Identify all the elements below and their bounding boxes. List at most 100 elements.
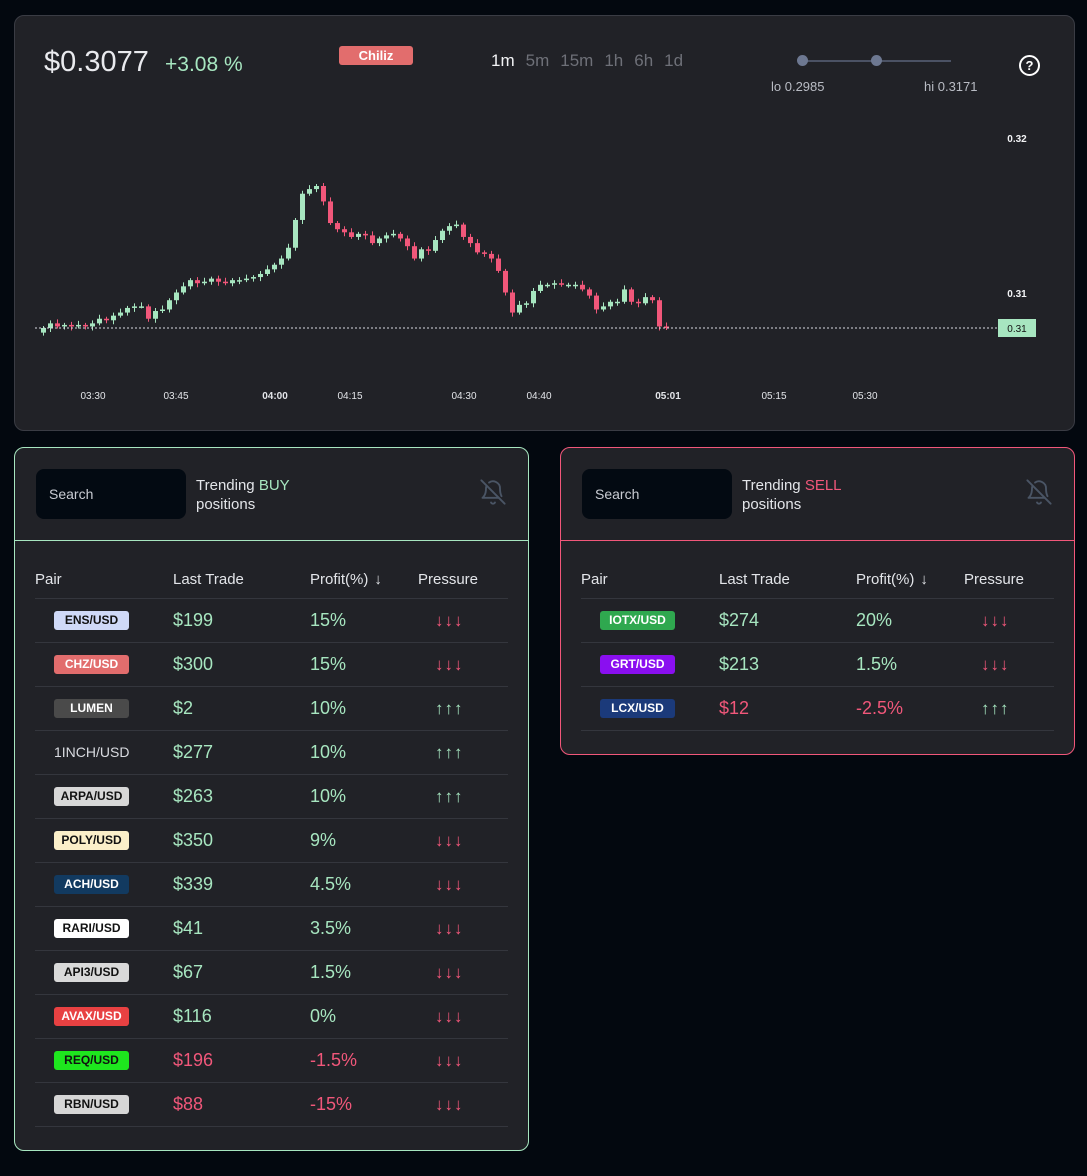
title-suffix: positions — [196, 496, 256, 513]
sell-panel-title: Trending SELL positions — [742, 476, 842, 514]
candle-body — [608, 301, 613, 307]
x-tick-label: 05:01 — [655, 391, 681, 402]
timeframe-1m[interactable]: 1m — [491, 51, 515, 70]
buy-search-input[interactable] — [36, 469, 186, 519]
last-trade-value: $350 — [173, 830, 214, 850]
buy-positions-table: Pair Last Trade Profit(%) ↓ Pressure ENS/USD $… — [35, 561, 508, 1127]
profit-value: 10% — [310, 786, 347, 806]
pressure-down-arrows-icon: ↓↓↓ — [435, 962, 464, 982]
pair-badge[interactable]: LUMEN — [54, 699, 129, 718]
timeframe-5m[interactable]: 5m — [525, 51, 550, 70]
timeframe-1h[interactable]: 1h — [604, 51, 624, 70]
column-header-pressure[interactable]: Pressure — [964, 571, 1025, 588]
bell-off-icon[interactable] — [479, 478, 507, 506]
column-header-lasttrade[interactable]: Last Trade — [719, 571, 790, 588]
bell-off-icon[interactable] — [1025, 478, 1053, 506]
candle-body — [370, 235, 375, 244]
buy-panel-title: Trending BUY positions — [196, 476, 290, 514]
table-row[interactable]: ENS/USD $199 15% ↓↓↓ — [35, 599, 508, 643]
table-row[interactable]: LCX/USD $12 -2.5% ↑↑↑ — [581, 687, 1054, 731]
title-prefix: Trending — [742, 477, 801, 494]
table-row[interactable]: LUMEN $2 10% ↑↑↑ — [35, 687, 508, 731]
candle-body — [146, 306, 151, 319]
candle-body — [167, 300, 172, 310]
timeframe-6h[interactable]: 6h — [634, 51, 654, 70]
pair-badge[interactable]: 1INCH/USD — [54, 743, 130, 760]
table-row[interactable]: GRT/USD $213 1.5% ↓↓↓ — [581, 643, 1054, 687]
sell-panel-header: Trending SELL positions — [561, 448, 1074, 541]
last-trade-value: $339 — [173, 874, 214, 894]
timeframe-1d[interactable]: 1d — [664, 51, 684, 70]
pair-badge[interactable]: RBN/USD — [54, 1095, 129, 1114]
candle-body — [531, 290, 536, 304]
pressure-up-arrows-icon: ↑↑↑ — [435, 786, 464, 806]
range-knob-low[interactable] — [797, 55, 808, 66]
candlestick-chart[interactable]: 0.31 0.32 0.31 03:30 03:45 04:00 04:15 04:30 04:… — [15, 16, 1076, 432]
pair-badge[interactable]: POLY/USD — [54, 831, 129, 850]
table-row[interactable]: RBN/USD $88 -15% ↓↓↓ — [35, 1083, 508, 1127]
pair-badge[interactable]: LCX/USD — [600, 699, 675, 718]
pair-badge[interactable]: REQ/USD — [54, 1051, 129, 1070]
title-suffix: positions — [742, 496, 802, 513]
sort-desc-icon[interactable]: ↓ — [920, 571, 928, 588]
profit-value: -2.5% — [856, 698, 904, 718]
profit-value: 3.5% — [310, 918, 352, 938]
table-header: Pair Last Trade Profit(%) ↓ Pressure — [581, 561, 1054, 599]
pair-badge[interactable]: CHZ/USD — [54, 655, 129, 674]
candle-body — [118, 312, 123, 316]
buy-panel-header: Trending BUY positions — [15, 448, 528, 541]
table-row[interactable]: POLY/USD $350 9% ↓↓↓ — [35, 819, 508, 863]
pressure-down-arrows-icon: ↓↓↓ — [435, 918, 464, 938]
profit-value: 9% — [310, 830, 337, 850]
column-header-pair[interactable]: Pair — [35, 571, 62, 588]
candle-body — [391, 233, 396, 236]
sell-search-input[interactable] — [582, 469, 732, 519]
column-header-pressure[interactable]: Pressure — [418, 571, 479, 588]
pair-badge[interactable]: AVAX/USD — [54, 1007, 129, 1026]
ticker-badge[interactable]: Chiliz — [339, 46, 413, 65]
timeframe-15m[interactable]: 15m — [560, 51, 594, 70]
pair-badge[interactable]: ENS/USD — [54, 611, 129, 630]
column-header-pair[interactable]: Pair — [581, 571, 608, 588]
candle-body — [272, 264, 277, 270]
profit-value: 10% — [310, 698, 347, 718]
candle-body — [433, 240, 438, 251]
range-knob-high[interactable] — [871, 55, 882, 66]
table-row[interactable]: 1INCH/USD $277 10% ↑↑↑ — [35, 731, 508, 775]
table-row[interactable]: ACH/USD $339 4.5% ↓↓↓ — [35, 863, 508, 907]
candle-body — [412, 246, 417, 259]
pair-badge[interactable]: IOTX/USD — [600, 611, 675, 630]
candle-body — [139, 306, 144, 308]
profit-value: 15% — [310, 610, 347, 630]
table-row[interactable]: REQ/USD $196 -1.5% ↓↓↓ — [35, 1039, 508, 1083]
range-slider[interactable] — [797, 55, 952, 66]
candle-body — [188, 280, 193, 287]
pair-badge[interactable]: ACH/USD — [54, 875, 129, 894]
candle-body — [251, 277, 256, 279]
candle-body — [552, 283, 557, 285]
table-row[interactable]: CHZ/USD $300 15% ↓↓↓ — [35, 643, 508, 687]
column-header-profit[interactable]: Profit(%) ↓ — [310, 571, 382, 588]
pair-badge[interactable]: ARPA/USD — [54, 787, 129, 806]
sort-desc-icon[interactable]: ↓ — [374, 571, 382, 588]
x-tick-label: 04:30 — [451, 391, 476, 402]
column-header-profit[interactable]: Profit(%) ↓ — [856, 571, 928, 588]
table-row[interactable]: ARPA/USD $263 10% ↑↑↑ — [35, 775, 508, 819]
pair-badge[interactable]: API3/USD — [54, 963, 129, 982]
candle-body — [279, 258, 284, 265]
pair-badge[interactable]: RARI/USD — [54, 919, 129, 938]
table-row[interactable]: IOTX/USD $274 20% ↓↓↓ — [581, 599, 1054, 643]
question-circle-icon[interactable]: ? — [1019, 55, 1040, 76]
table-row[interactable]: AVAX/USD $116 0% ↓↓↓ — [35, 995, 508, 1039]
candle-body — [160, 309, 165, 312]
pair-badge[interactable]: GRT/USD — [600, 655, 675, 674]
candle-body — [580, 284, 585, 290]
column-header-lasttrade[interactable]: Last Trade — [173, 571, 244, 588]
candle-body — [489, 253, 494, 259]
x-tick-label: 05:30 — [852, 391, 877, 402]
candle-body — [174, 292, 179, 301]
table-row[interactable]: API3/USD $67 1.5% ↓↓↓ — [35, 951, 508, 995]
table-row[interactable]: RARI/USD $41 3.5% ↓↓↓ — [35, 907, 508, 951]
pressure-down-arrows-icon: ↓↓↓ — [435, 610, 464, 630]
candle-body — [41, 328, 46, 333]
